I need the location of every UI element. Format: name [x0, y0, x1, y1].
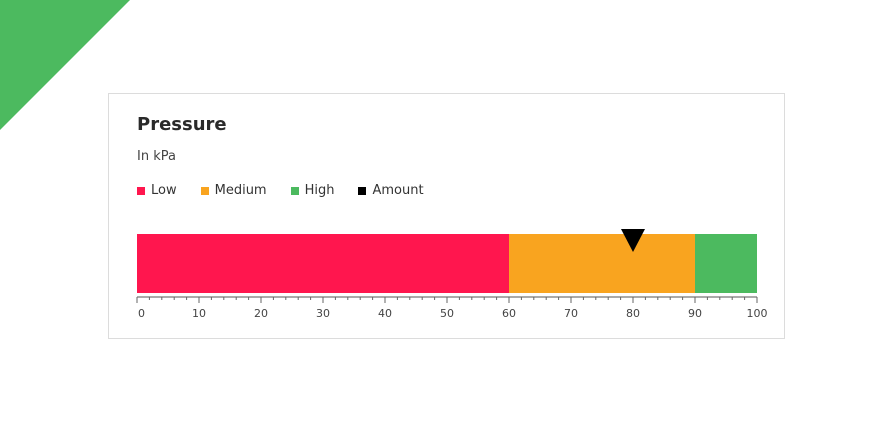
legend-swatch-low — [137, 186, 145, 195]
legend-item-medium[interactable]: Medium — [200, 183, 267, 198]
legend-label-amount: Amount — [372, 183, 424, 198]
tick-label: 60 — [502, 307, 516, 320]
bullet-chart: 0 10 20 30 40 50 60 70 80 90 100 — [136, 229, 768, 320]
chart-card: Pressure In kPa Low Medium High Amount 0… — [108, 93, 785, 339]
amount-marker[interactable] — [621, 229, 645, 252]
x-axis: 0 10 20 30 40 50 60 70 80 90 100 — [136, 296, 768, 320]
tick-label: 0 — [138, 307, 145, 320]
legend-item-low[interactable]: Low — [137, 183, 177, 198]
tick-label: 80 — [626, 307, 640, 320]
legend-item-high[interactable]: High — [290, 183, 335, 198]
tick-label: 90 — [688, 307, 702, 320]
legend-swatch-medium — [200, 186, 209, 195]
range-bar-medium[interactable] — [509, 234, 695, 293]
legend-swatch-amount — [358, 186, 367, 195]
legend-label-medium: Medium — [214, 183, 267, 198]
tick-label: 50 — [440, 307, 454, 320]
chart-legend: Low Medium High Amount — [137, 183, 424, 198]
legend-item-amount[interactable]: Amount — [358, 183, 424, 198]
tick-label: 40 — [378, 307, 392, 320]
chart-subtitle: In kPa — [137, 149, 176, 164]
amount-marker-group — [621, 229, 645, 252]
range-bars — [137, 234, 757, 293]
legend-label-low: Low — [151, 183, 177, 198]
tick-label: 30 — [316, 307, 330, 320]
range-bar-high[interactable] — [695, 234, 757, 293]
tick-label: 10 — [192, 307, 206, 320]
legend-label-high: High — [304, 183, 335, 198]
legend-swatch-high — [290, 186, 299, 195]
tick-label: 20 — [254, 307, 268, 320]
chart-title: Pressure — [137, 114, 227, 135]
range-bar-low[interactable] — [137, 234, 509, 293]
tick-label: 100 — [747, 307, 768, 320]
tick-label: 70 — [564, 307, 578, 320]
